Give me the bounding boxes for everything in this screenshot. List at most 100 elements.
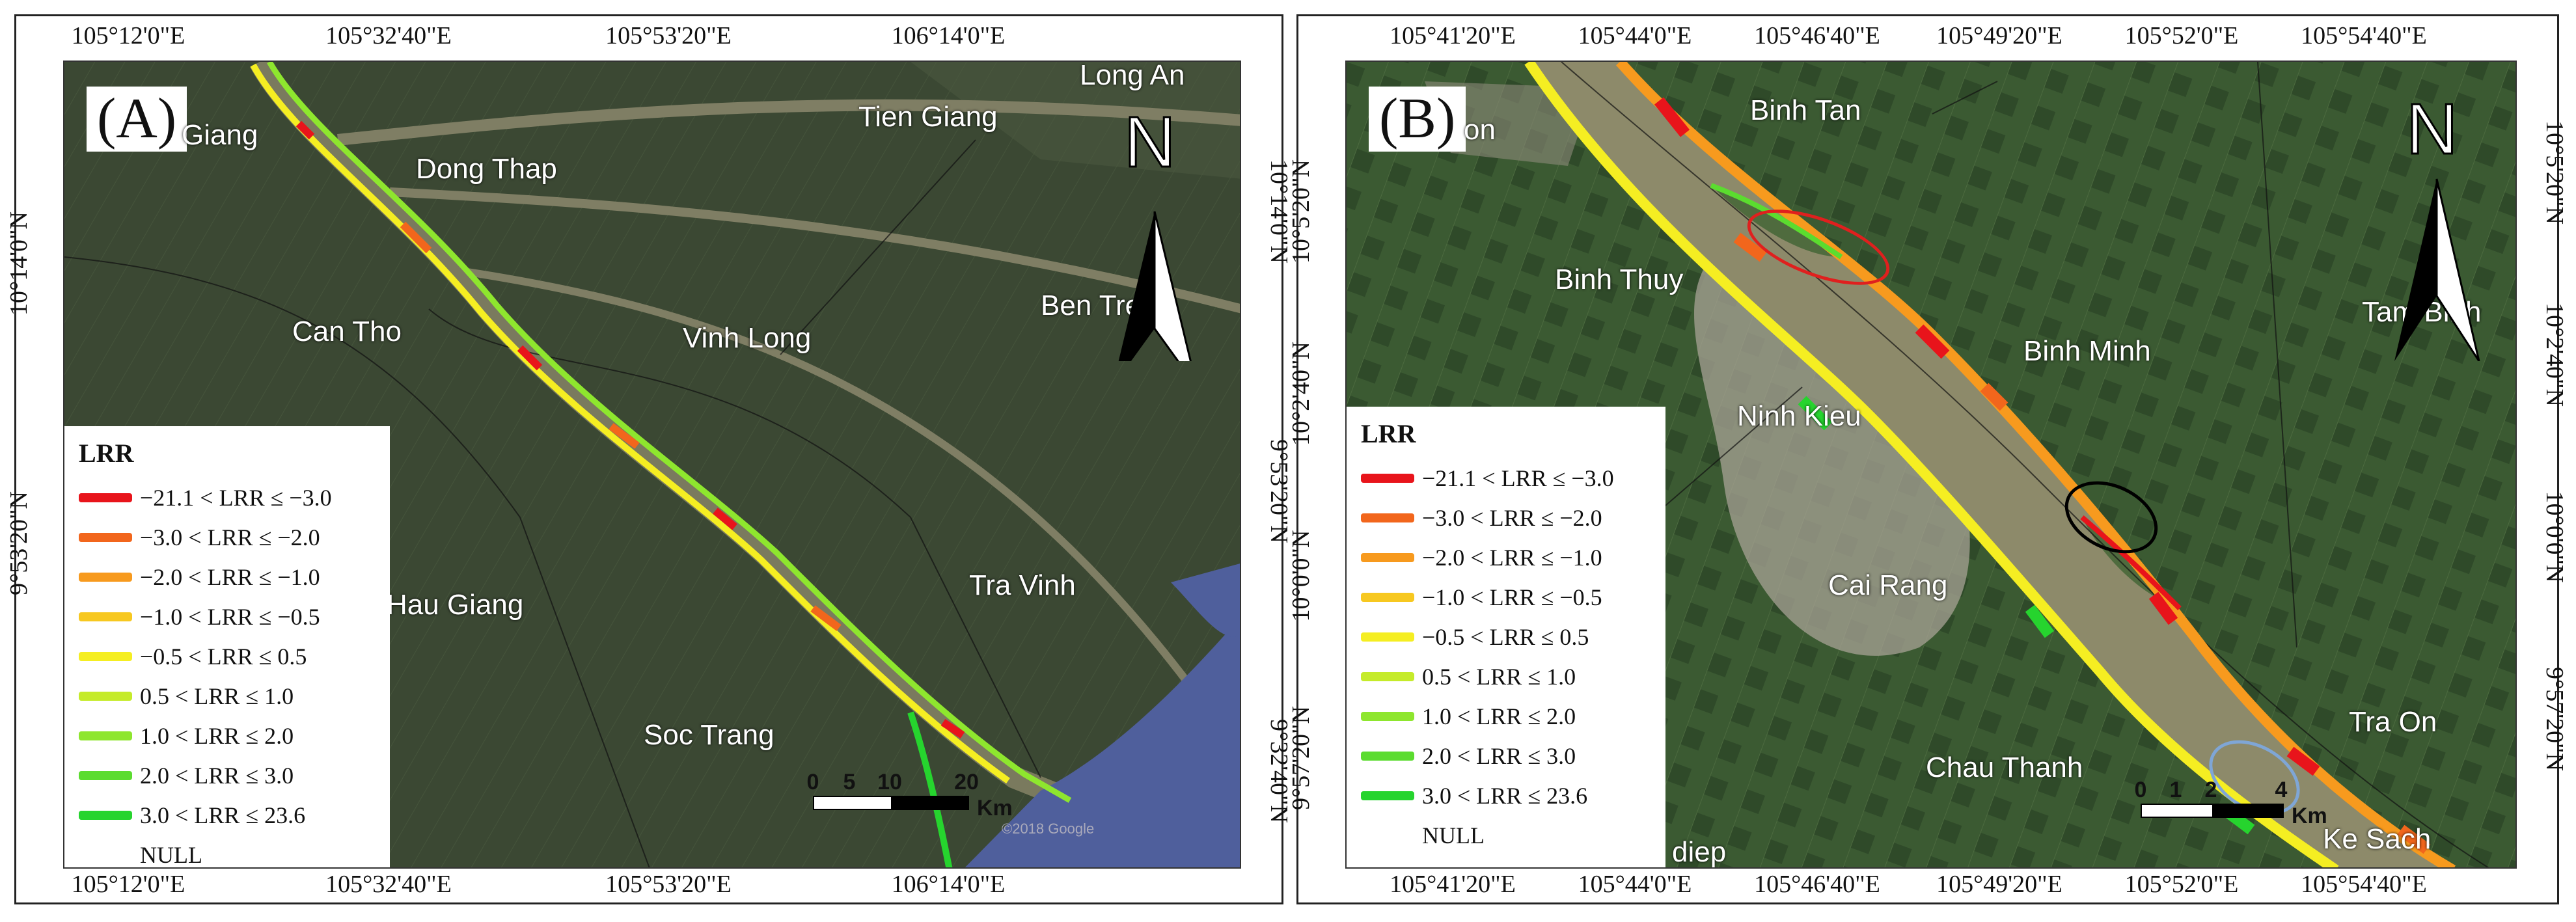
legend-label: 3.0 < LRR ≤ 23.6: [1422, 782, 1588, 809]
tick-top-a-2: 105°53'20"E: [605, 22, 732, 49]
place-binh-thuy: Binh Thuy: [1555, 264, 1684, 295]
legend-row: −3.0 < LRR ≤ −2.0: [1361, 498, 1651, 537]
north-arrow-icon: [2394, 178, 2480, 362]
legend-label: −0.5 < LRR ≤ 0.5: [140, 643, 307, 670]
legend-swatch: [79, 572, 132, 582]
legend-row: −0.5 < LRR ≤ 0.5: [1361, 617, 1651, 657]
legend-label: −3.0 < LRR ≤ −2.0: [140, 524, 320, 550]
tick-bottom-a-0: 105°12'0"E: [71, 871, 185, 898]
place-tra-on: Tra On: [2349, 706, 2437, 738]
legend-row: 3.0 < LRR ≤ 23.6: [79, 795, 376, 835]
legend-label: −1.0 < LRR ≤ −0.5: [140, 603, 320, 630]
legend-label: −2.0 < LRR ≤ −1.0: [1422, 544, 1602, 571]
legend-swatch: [79, 532, 132, 542]
legend-swatch: [1361, 751, 1414, 761]
legend-title: LRR: [79, 439, 134, 468]
place-binh-tan: Binh Tan: [1750, 94, 1861, 126]
tick-bottom-a-3: 106°14'0"E: [891, 871, 1006, 898]
scale-bar-a: 0 5 10 20 Km: [807, 770, 1013, 820]
tick-left-b-1: 10°2'40"N: [1287, 342, 1315, 446]
panel-a-label: (A): [87, 87, 187, 152]
place-hau-giang: Hau Giang: [387, 589, 524, 621]
place-giang: Giang: [182, 119, 258, 151]
legend-row: 2.0 < LRR ≤ 3.0: [79, 755, 376, 795]
legend-swatch: [79, 691, 132, 701]
tick-right-b-3: 9°57'20"N: [2541, 667, 2568, 771]
place-cai-rang: Cai Rang: [1828, 569, 1948, 601]
place-ninh-kieu: Ninh Kieu: [1737, 400, 1861, 432]
legend-swatch: [79, 810, 132, 820]
place-soc-trang: Soc Trang: [644, 719, 774, 751]
place-diep: diep: [1672, 836, 1727, 868]
place-ben-tre: Ben Tre: [1041, 290, 1142, 321]
place-long-an: Long An: [1080, 61, 1185, 91]
place-binh-minh: Binh Minh: [2023, 335, 2151, 367]
legend-row: −1.0 < LRR ≤ −0.5: [1361, 577, 1651, 617]
legend-label: 2.0 < LRR ≤ 3.0: [140, 762, 294, 789]
place-tra-vinh: Tra Vinh: [969, 569, 1076, 601]
legend-label: −21.1 < LRR ≤ −3.0: [1422, 465, 1614, 491]
legend-label: 3.0 < LRR ≤ 23.6: [140, 802, 306, 828]
north-arrow-a: N: [1106, 101, 1203, 388]
tick-bottom-b-2: 105°46'40"E: [1754, 871, 1880, 898]
scale-tick: 4: [2275, 778, 2288, 802]
map-b[interactable]: (B) Binh Tan on Binh Thuy Binh Minh Tam …: [1345, 61, 2517, 869]
tick-bottom-b-0: 105°41'20"E: [1390, 871, 1516, 898]
panel-b: 105°41'20"E 105°44'0"E 105°46'40"E 105°4…: [1287, 14, 2568, 904]
tick-bottom-b-1: 105°44'0"E: [1578, 871, 1692, 898]
tick-right-b-1: 10°2'40"N: [2541, 303, 2568, 407]
legend-label: 1.0 < LRR ≤ 2.0: [140, 722, 294, 749]
legend-swatch-null: [1361, 831, 1414, 840]
legend-swatch: [1361, 513, 1414, 522]
legend-row-null: NULL: [79, 835, 376, 868]
legend-swatch: [1361, 711, 1414, 721]
scale-tick: 0: [2134, 778, 2147, 802]
scale-tick: 2: [2204, 778, 2217, 802]
north-letter: N: [2405, 88, 2458, 170]
tick-top-b-4: 105°52'0"E: [2124, 22, 2239, 49]
legend-row: −21.1 < LRR ≤ −3.0: [1361, 458, 1651, 498]
tick-right-b-2: 10°0'0"N: [2541, 491, 2568, 583]
tick-left-b-3: 9°57'20"N: [1287, 706, 1315, 810]
tick-right-b-0: 10°5'20"N: [2541, 120, 2568, 224]
legend-swatch: [1361, 791, 1414, 800]
scale-tick: 0: [806, 770, 819, 794]
legend-row: −0.5 < LRR ≤ 0.5: [79, 636, 376, 676]
legend-label: −0.5 < LRR ≤ 0.5: [1422, 623, 1589, 650]
map-a[interactable]: ©2018 Google (A) Giang Dong Thap Tien Gi…: [63, 61, 1241, 869]
legend-row: 0.5 < LRR ≤ 1.0: [1361, 657, 1651, 696]
legend-label: −21.1 < LRR ≤ −3.0: [140, 484, 332, 511]
place-chau-thanh: Chau Thanh: [1926, 752, 2083, 783]
legend-swatch: [1361, 473, 1414, 483]
tick-left-a-0: 10°14'0"N: [5, 211, 33, 316]
legend-row: 1.0 < LRR ≤ 2.0: [79, 716, 376, 755]
tick-top-b-1: 105°44'0"E: [1578, 22, 1692, 49]
north-arrow-b: N: [2388, 88, 2486, 364]
scale-tick: 10: [877, 770, 902, 794]
scale-tick: 20: [954, 770, 979, 794]
legend-row: −2.0 < LRR ≤ −1.0: [1361, 537, 1651, 577]
legend-row: −21.1 < LRR ≤ −3.0: [79, 478, 376, 517]
legend-b: LRR −21.1 < LRR ≤ −3.0 −3.0 < LRR ≤ −2.0…: [1347, 407, 1665, 867]
tick-right-a-1: 9°53'20"N: [1265, 439, 1293, 543]
tick-top-b-0: 105°41'20"E: [1390, 22, 1516, 49]
scale-bar-b: 0 1 2 4 Km: [2135, 778, 2327, 828]
legend-swatch: [1361, 632, 1414, 642]
legend-label-null: NULL: [140, 841, 202, 868]
legend-a: LRR −21.1 < LRR ≤ −3.0 −3.0 < LRR ≤ −2.0…: [64, 426, 390, 868]
tick-bottom-b-5: 105°54'40"E: [2301, 871, 2427, 898]
tick-top-b-3: 105°49'20"E: [1936, 22, 2062, 49]
legend-label: 2.0 < LRR ≤ 3.0: [1422, 742, 1576, 769]
legend-row: −1.0 < LRR ≤ −0.5: [79, 597, 376, 636]
tick-top-b-5: 105°54'40"E: [2301, 22, 2427, 49]
north-letter: N: [1123, 102, 1176, 183]
place-ke-sach: Ke Sach: [2323, 823, 2432, 855]
tick-left-b-2: 10°0'0"N: [1287, 530, 1315, 622]
legend-label: −2.0 < LRR ≤ −1.0: [140, 563, 320, 590]
legend-swatch: [79, 731, 132, 740]
tick-bottom-a-1: 105°32'40"E: [325, 871, 452, 898]
legend-row: 1.0 < LRR ≤ 2.0: [1361, 696, 1651, 736]
north-arrow-icon: [1112, 211, 1198, 388]
tick-bottom-b-3: 105°49'20"E: [1936, 871, 2062, 898]
tick-left-b-0: 10°5'20"N: [1287, 159, 1315, 264]
